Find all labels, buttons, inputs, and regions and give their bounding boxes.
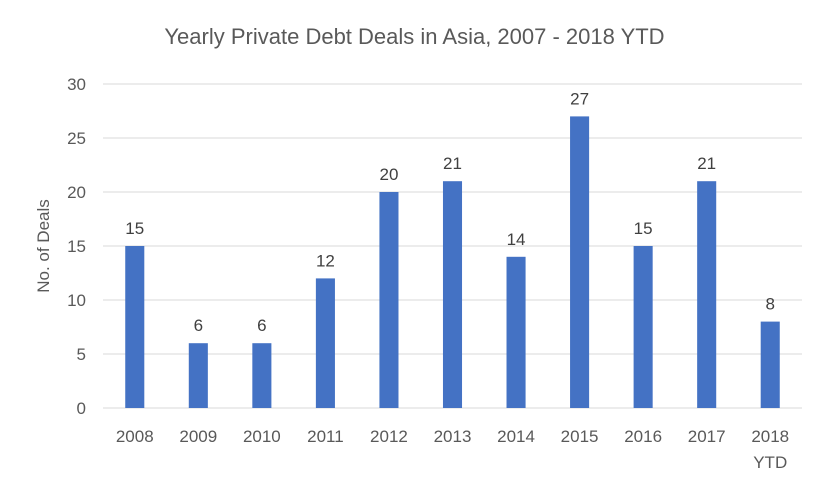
data-label: 20	[379, 165, 398, 184]
data-label: 14	[507, 230, 526, 249]
data-label: 21	[443, 154, 462, 173]
data-labels: 15 6 6 12 20 21 14 27 15 21 8	[125, 89, 775, 335]
bar	[125, 246, 145, 408]
x-tick-label: 2013	[434, 427, 472, 446]
bar	[188, 343, 208, 408]
data-label: 27	[570, 89, 589, 108]
x-tick-label: YTD	[753, 453, 787, 472]
bar	[570, 116, 590, 409]
x-tick-label: 2008	[116, 427, 154, 446]
x-tick-label: 2009	[179, 427, 217, 446]
x-tick-label: 2011	[307, 427, 344, 446]
y-tick-label: 15	[67, 237, 86, 256]
y-axis-title: No. of Deals	[34, 199, 53, 293]
bar	[633, 246, 653, 408]
x-tick-label: 2015	[561, 427, 599, 446]
x-tick-label: 2018	[751, 427, 789, 446]
x-tick-label: 2017	[688, 427, 726, 446]
chart-title: Yearly Private Debt Deals in Asia, 2007 …	[164, 24, 665, 49]
x-tick-label: 2010	[243, 427, 281, 446]
bar	[379, 192, 399, 408]
data-label: 8	[765, 295, 774, 314]
data-label: 6	[194, 316, 203, 335]
y-tick-label: 30	[67, 75, 86, 94]
x-tick-label: 2012	[370, 427, 408, 446]
bar	[442, 181, 463, 408]
data-label: 15	[634, 219, 653, 238]
y-tick-label: 5	[77, 345, 86, 364]
y-tick-label: 10	[67, 291, 86, 310]
bars	[125, 116, 780, 409]
bar	[506, 256, 526, 408]
y-tick-label: 0	[77, 399, 86, 418]
bar	[252, 343, 272, 408]
data-label: 6	[257, 316, 266, 335]
bar	[315, 278, 335, 408]
bar	[760, 321, 780, 408]
x-tick-label: 2014	[497, 427, 535, 446]
bar	[697, 181, 717, 408]
y-tick-label: 25	[67, 129, 86, 148]
data-label: 21	[697, 154, 716, 173]
data-label: 15	[125, 219, 144, 238]
y-tick-label: 20	[67, 183, 86, 202]
data-label: 12	[316, 251, 335, 270]
x-tick-label: 2016	[624, 427, 662, 446]
